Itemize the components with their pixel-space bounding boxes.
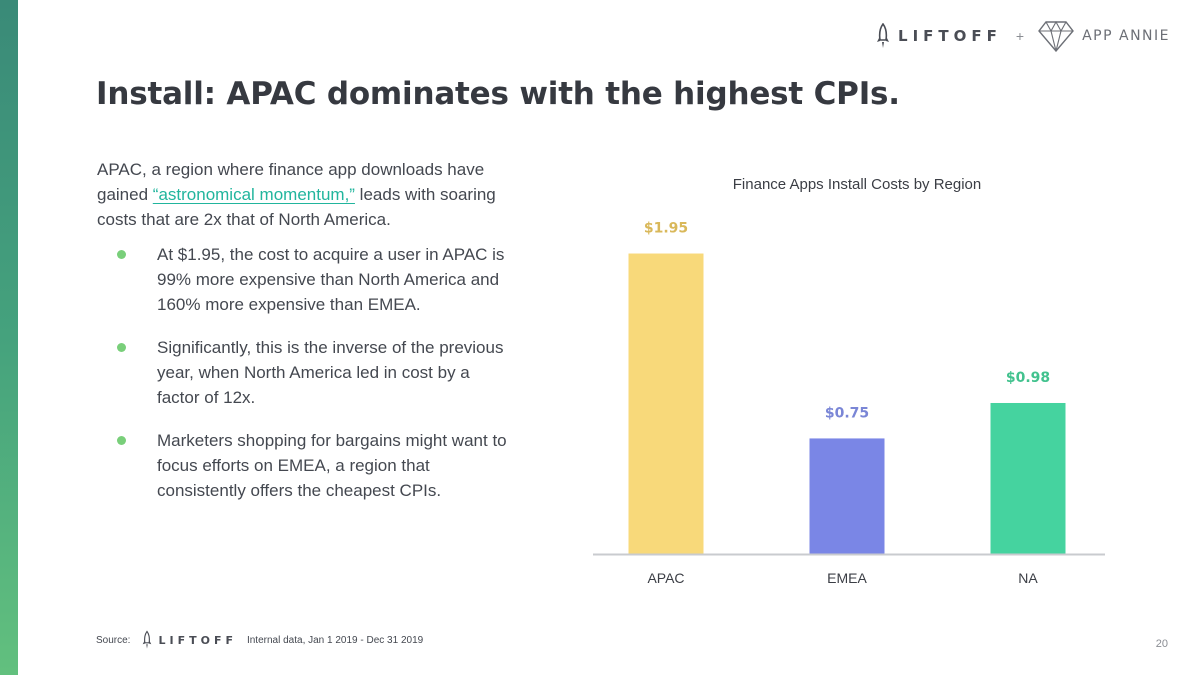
bullet-text: Marketers shopping for bargains might wa… <box>157 431 507 500</box>
page-title: Install: APAC dominates with the highest… <box>96 76 900 112</box>
x-tick-label-emea: EMEA <box>827 570 867 586</box>
data-label-apac: $1.95 <box>644 221 688 237</box>
logo-plus: + <box>1015 28 1025 44</box>
bullet-item: Significantly, this is the inverse of th… <box>110 335 510 410</box>
bullet-dot <box>117 343 126 352</box>
header-logos: LIFTOFF + APP ANNIE <box>876 18 1170 54</box>
x-tick-label-apac: APAC <box>647 570 684 586</box>
bullet-dot <box>117 436 126 445</box>
app-annie-logo-text: APP ANNIE <box>1082 28 1170 44</box>
data-label-na: $0.98 <box>1006 370 1050 386</box>
astronomical-momentum-link[interactable]: “astronomical momentum,” <box>152 185 355 204</box>
source-liftoff-text: LIFTOFF <box>158 633 237 647</box>
rocket-icon <box>877 23 890 48</box>
bullet-item: Marketers shopping for bargains might wa… <box>110 428 510 503</box>
liftoff-logo-text: LIFTOFF <box>898 27 1002 45</box>
bar-apac <box>628 253 704 554</box>
diamond-icon <box>1038 20 1074 52</box>
install-cost-bar-chart: Finance Apps Install Costs by Region $1.9… <box>593 176 1105 586</box>
bullet-text: At $1.95, the cost to acquire a user in … <box>157 245 505 314</box>
bullet-dot <box>117 250 126 259</box>
intro-paragraph: APAC, a region where finance app downloa… <box>97 157 517 232</box>
intro-text-after: leads with soaring costs that are 2x tha… <box>97 185 496 229</box>
liftoff-logo: LIFTOFF <box>876 23 1002 49</box>
data-label-emea: $0.75 <box>825 405 869 421</box>
page-number: 20 <box>1155 638 1168 650</box>
source-label: Source: <box>96 634 131 646</box>
x-tick-label-na: NA <box>1018 570 1038 586</box>
side-accent-strip <box>0 0 18 675</box>
bullet-item: At $1.95, the cost to acquire a user in … <box>110 242 510 317</box>
chart-title: Finance Apps Install Costs by Region <box>733 176 981 193</box>
bar-na <box>990 402 1066 554</box>
app-annie-logo: APP ANNIE <box>1038 20 1170 52</box>
chart-container: Finance Apps Install Costs by Region $1.9… <box>585 165 1125 605</box>
source-text: Internal data, Jan 1 2019 - Dec 31 2019 <box>246 634 424 646</box>
source-footer: Source: LIFTOFF Internal data, Jan 1 201… <box>96 630 423 650</box>
rocket-icon <box>143 630 152 649</box>
bullet-list: At $1.95, the cost to acquire a user in … <box>110 242 510 521</box>
intro-text-before: APAC, a region where finance app downloa… <box>97 160 485 204</box>
source-liftoff-logo: LIFTOFF <box>142 630 237 650</box>
bullet-text: Significantly, this is the inverse of th… <box>157 338 504 407</box>
bar-emea <box>809 438 885 554</box>
